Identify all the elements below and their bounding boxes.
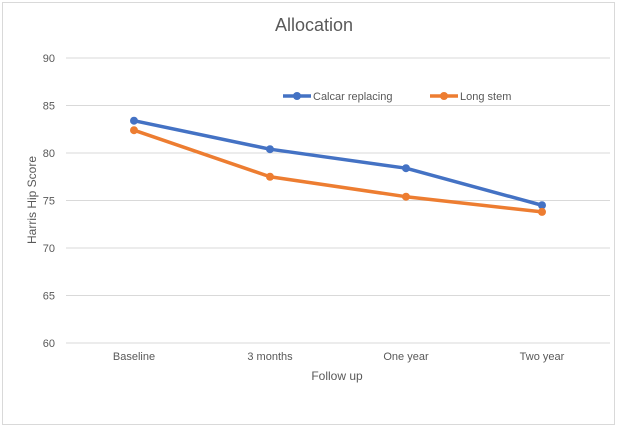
data-point [130,126,138,135]
x-tick-label: Baseline [113,351,155,363]
y-axis-ticks: 60 65 70 75 80 85 90 [43,53,55,350]
y-tick-label: 60 [43,338,55,350]
legend-marker [440,92,448,100]
data-point [402,164,410,173]
y-tick-label: 85 [43,101,55,113]
series-line [132,118,544,207]
y-tick-label: 75 [43,196,55,208]
data-point [538,201,546,210]
data-point [266,145,274,154]
series-1 [130,126,546,216]
y-tick-label: 70 [43,243,55,255]
x-axis-title: Follow up [311,369,363,383]
legend-label: Long stem [460,91,511,103]
chart-frame [2,2,615,425]
gridlines [66,57,610,344]
y-tick-label: 80 [43,148,55,160]
y-axis-title: Harris Hip Score [25,156,39,244]
legend-marker [293,92,301,100]
y-tick-label: 90 [43,53,55,65]
legend-item: Long stem [430,91,511,103]
chart-title: Allocation [275,15,353,35]
series-0 [130,116,546,210]
data-point [130,116,138,125]
series-lines [130,116,546,216]
legend-label: Calcar replacing [313,91,392,103]
legend: Calcar replacing Long stem [283,91,511,103]
y-tick-label: 65 [43,291,55,303]
data-point [538,207,546,216]
x-tick-label: 3 months [247,351,293,363]
x-tick-label: One year [383,351,429,363]
legend-item: Calcar replacing [283,91,392,103]
data-point [402,192,410,201]
x-tick-label: Two year [520,351,565,363]
series-line [132,128,544,214]
data-point [266,172,274,181]
x-axis-ticks: Baseline 3 months One year Two year [113,351,565,363]
